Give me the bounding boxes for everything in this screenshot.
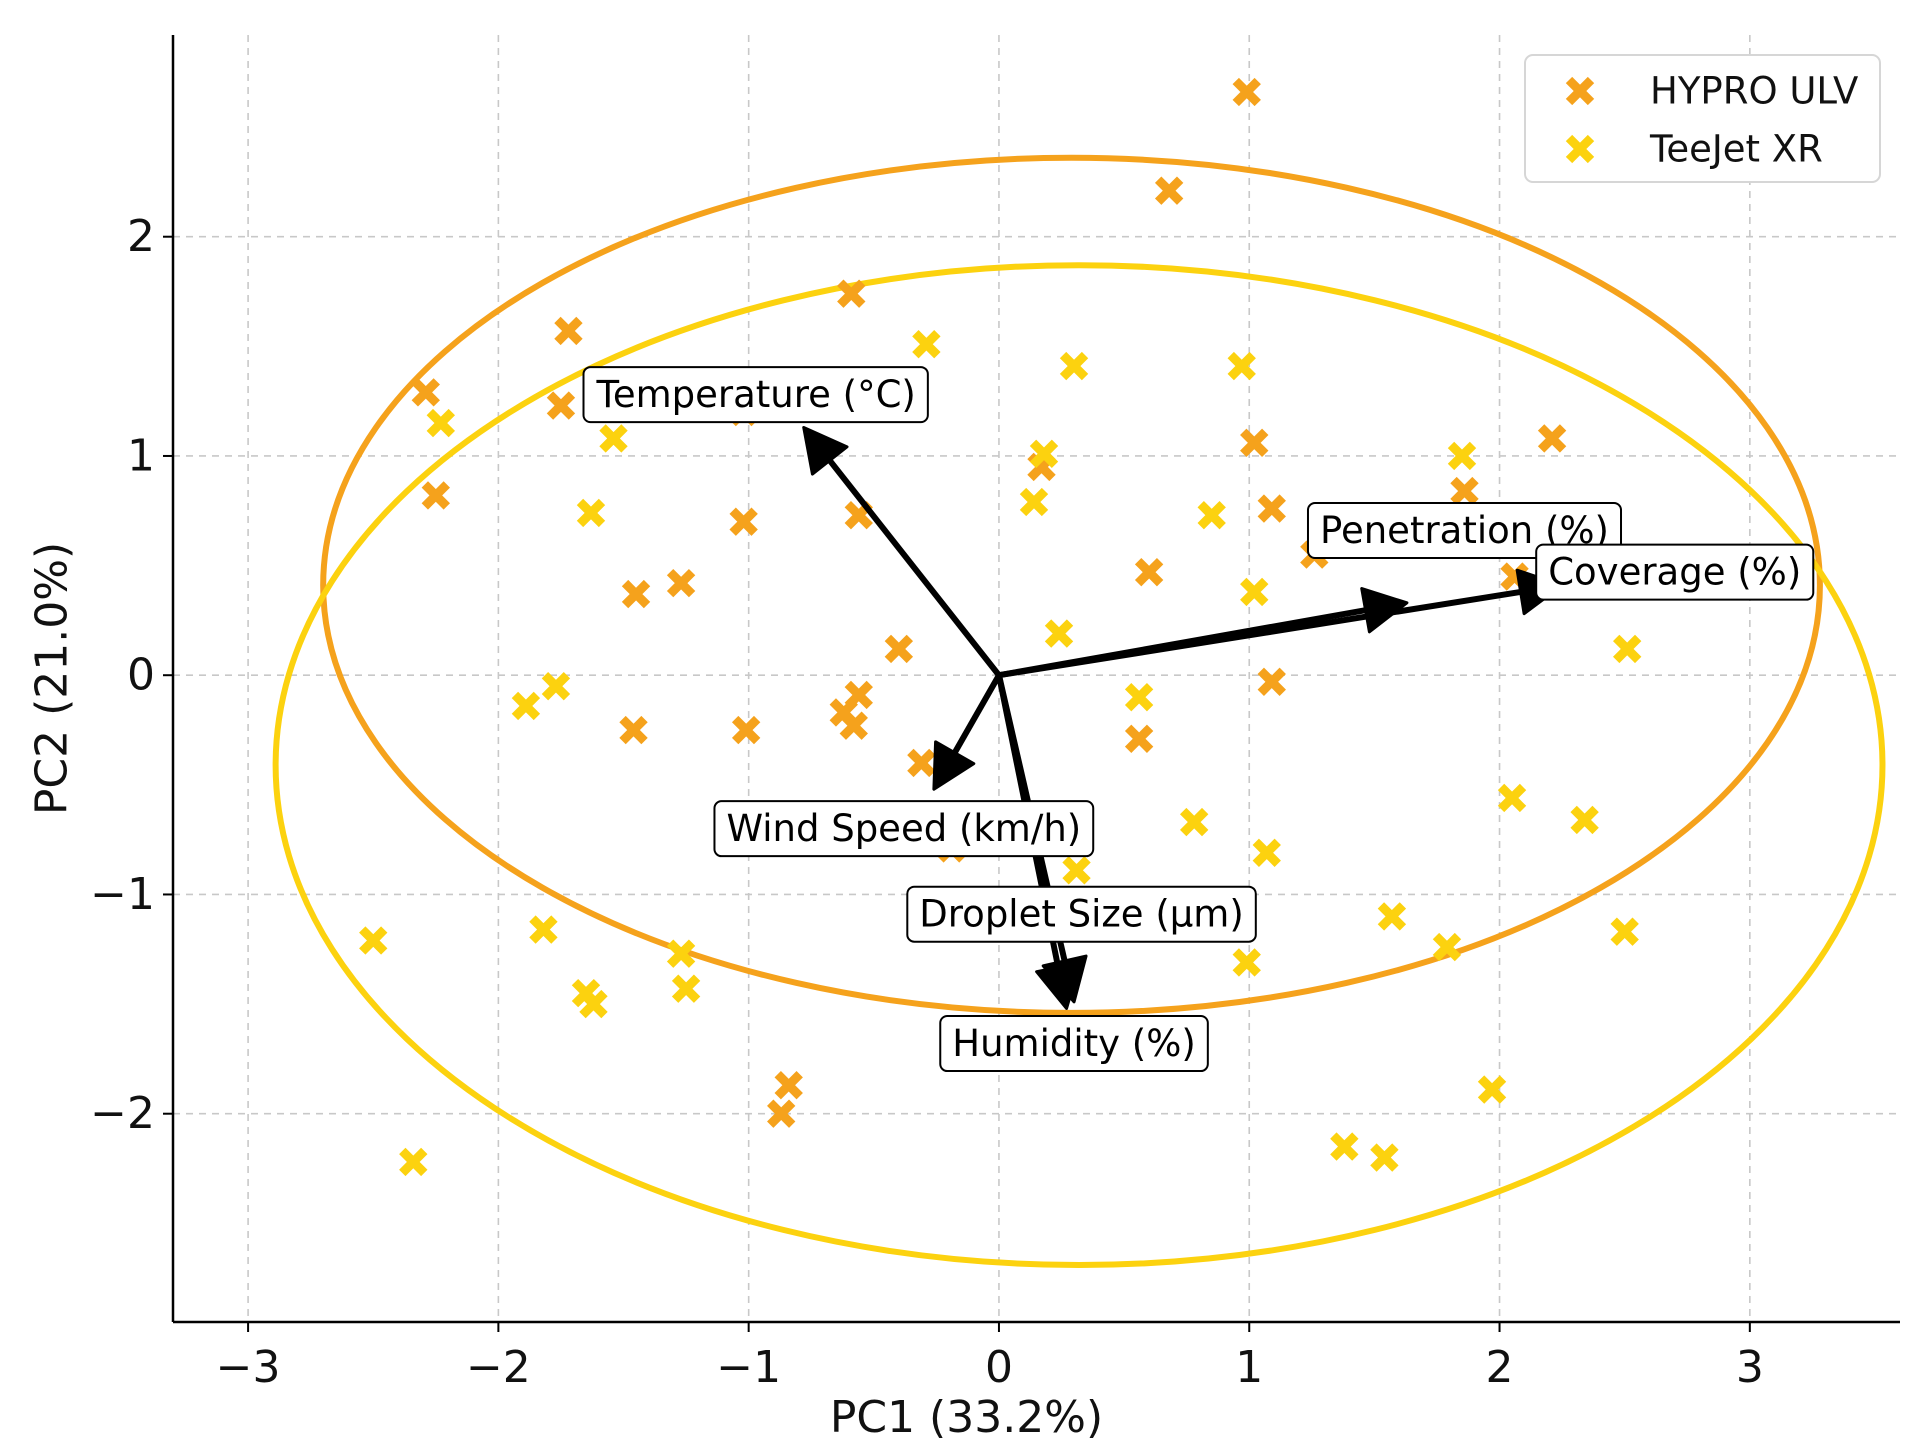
point-teejet-xr: [1610, 917, 1639, 946]
point-teejet-xr: [1497, 783, 1527, 813]
legend-marker: [1565, 76, 1595, 106]
point-hypro-ulv: [1450, 476, 1479, 506]
point-teejet-xr: [1570, 805, 1599, 835]
point-hypro-ulv: [884, 634, 914, 664]
point-hypro-ulv: [666, 568, 696, 598]
point-teejet-xr: [1370, 1143, 1399, 1172]
point-hypro-ulv: [1124, 724, 1154, 753]
loading-label-box: Droplet Size (μm): [906, 885, 1257, 943]
y-tick-label: 2: [127, 211, 155, 262]
axes: −3 −2 −1 0 1 2 3 −2 −1 0 1 2 PC1 (33.2%) PC2 (21.0%): [27, 35, 1900, 1443]
point-teejet-xr: [1197, 500, 1226, 530]
point-hypro-ulv: [731, 715, 761, 745]
point-hypro-ulv: [774, 1071, 803, 1100]
loading-label-box: Temperature (°C): [582, 366, 929, 424]
x-tick-label: 3: [1736, 1342, 1764, 1393]
legend-marker: [1565, 134, 1595, 164]
point-teejet-xr: [1432, 932, 1462, 962]
point-teejet-xr: [1180, 807, 1209, 837]
point-teejet-xr: [1252, 838, 1281, 867]
loading-label: Wind Speed (km/h): [726, 807, 1081, 850]
point-teejet-xr: [599, 424, 628, 453]
point-hypro-ulv: [767, 1099, 796, 1128]
point-teejet-xr: [1477, 1075, 1507, 1104]
point-teejet-xr: [511, 691, 541, 721]
point-teejet-xr: [1330, 1132, 1359, 1161]
loading-arrow: [802, 425, 1002, 678]
x-tick-label: 0: [985, 1342, 1013, 1393]
point-hypro-ulv: [1537, 424, 1567, 453]
x-axis-title: PC1 (33.2%): [830, 1392, 1103, 1443]
scatter-points: [359, 77, 1642, 1177]
y-tick-label: 1: [127, 430, 155, 481]
point-teejet-xr: [1062, 856, 1091, 885]
point-hypro-ulv: [907, 748, 936, 778]
point-teejet-xr: [1377, 902, 1407, 931]
point-teejet-xr: [1613, 634, 1642, 664]
loading-label-box: Coverage (%): [1535, 543, 1815, 601]
x-tick-label: 1: [1235, 1342, 1263, 1393]
point-hypro-ulv: [411, 378, 440, 407]
loading-label: Temperature (°C): [596, 373, 916, 416]
point-hypro-ulv: [619, 715, 648, 745]
x-tick-label: −1: [716, 1342, 781, 1393]
point-teejet-xr: [1124, 682, 1154, 712]
point-hypro-ulv: [554, 316, 583, 346]
point-teejet-xr: [1240, 577, 1269, 607]
point-hypro-ulv: [1134, 557, 1164, 587]
legend-label: TeeJet XR: [1649, 128, 1823, 171]
x-tick-label: 2: [1486, 1342, 1514, 1393]
confidence-ellipses: [272, 154, 1886, 1268]
point-teejet-xr: [576, 498, 606, 528]
loading-label: Droplet Size (μm): [919, 893, 1244, 936]
point-teejet-xr: [666, 939, 696, 968]
point-hypro-ulv: [1257, 667, 1286, 696]
loading-label: Coverage (%): [1548, 551, 1801, 594]
loading-label: Humidity (%): [952, 1022, 1196, 1065]
point-teejet-xr: [1232, 948, 1261, 977]
legend-box: [1524, 54, 1881, 183]
point-hypro-ulv: [837, 279, 866, 308]
y-tick-label: −1: [90, 869, 155, 920]
confidence-ellipse-teejet-xr: [272, 262, 1886, 1268]
point-teejet-xr: [1019, 487, 1049, 517]
point-hypro-ulv: [1232, 77, 1261, 107]
point-teejet-xr: [671, 974, 701, 1003]
point-teejet-xr: [1029, 439, 1059, 468]
legend: HYPRO ULV TeeJet XR: [1524, 54, 1881, 183]
point-teejet-xr: [912, 329, 941, 359]
loading-arrow: [932, 673, 1002, 791]
loading-label-box: Wind Speed (km/h): [713, 800, 1095, 858]
y-axis-title: PC2 (21.0%): [27, 542, 78, 815]
point-teejet-xr: [1044, 619, 1074, 648]
point-teejet-xr: [399, 1147, 428, 1177]
y-tick-label: −2: [90, 1088, 155, 1139]
grid: [173, 35, 1900, 1322]
point-teejet-xr: [426, 408, 455, 438]
legend-label: HYPRO ULV: [1650, 70, 1858, 113]
point-teejet-xr: [1447, 441, 1477, 471]
loading-label-box: Humidity (%): [939, 1015, 1209, 1073]
point-teejet-xr: [1227, 351, 1256, 381]
confidence-ellipse-hypro-ulv: [320, 154, 1823, 1016]
point-hypro-ulv: [421, 481, 450, 510]
point-teejet-xr: [359, 926, 388, 955]
point-teejet-xr: [579, 989, 608, 1019]
point-teejet-xr: [529, 915, 558, 944]
point-hypro-ulv: [1257, 494, 1286, 523]
point-hypro-ulv: [729, 507, 758, 536]
y-tick-label: 0: [127, 650, 155, 701]
point-hypro-ulv: [546, 391, 576, 420]
point-hypro-ulv: [621, 579, 651, 609]
point-teejet-xr: [1059, 351, 1089, 381]
x-tick-label: −2: [466, 1342, 531, 1393]
x-tick-label: −3: [216, 1342, 281, 1393]
point-hypro-ulv: [1154, 176, 1184, 205]
point-teejet-xr: [541, 671, 571, 701]
point-hypro-ulv: [1240, 428, 1269, 457]
loading-labels: Temperature (°C)Penetration (%)Coverage …: [582, 366, 1815, 1073]
point-hypro-ulv: [839, 711, 868, 740]
